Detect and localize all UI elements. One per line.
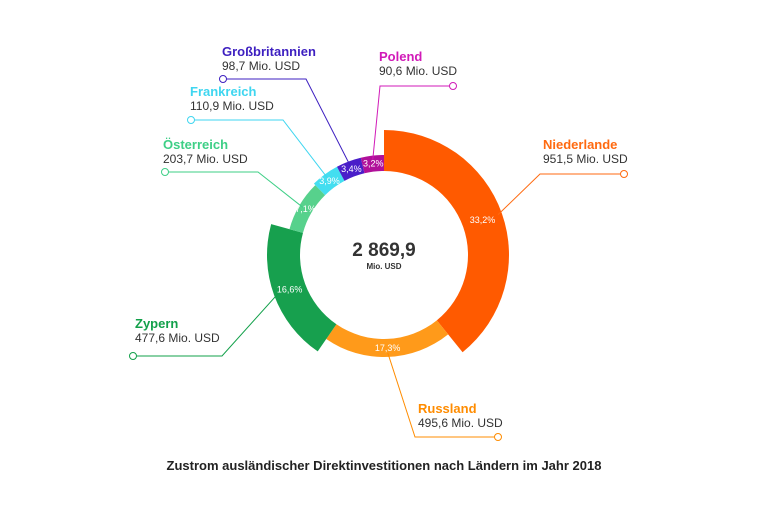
leader-dot-großbritannien <box>219 75 227 83</box>
country-value: 477,6 Mio. USD <box>135 330 220 345</box>
legend-label-frankreich: Frankreich 110,9 Mio. USD <box>190 84 274 114</box>
leader-line-österreich <box>165 171 304 208</box>
legend-label-polend: Polend 90,6 Mio. USD <box>379 49 458 79</box>
country-value: 951,5 Mio. USD <box>543 151 628 166</box>
country-name: Frankreich <box>190 84 257 99</box>
leader-line-großbritannien <box>223 78 351 166</box>
leader-line-russland <box>387 352 498 438</box>
slice-frankreich <box>313 166 345 196</box>
leader-line-polend <box>372 85 453 160</box>
pct-label-russland: 17,3% <box>375 343 401 353</box>
slice-niederlande <box>384 130 510 353</box>
country-name: Russland <box>418 401 477 416</box>
country-name: Großbritannien <box>222 44 316 59</box>
leader-dot-russland <box>494 433 502 441</box>
leader-dot-frankreich <box>187 116 195 124</box>
pct-label-zypern: 16,6% <box>277 285 303 295</box>
slice-polend <box>360 155 384 174</box>
country-name: Niederlande <box>543 137 618 152</box>
chart-title: Zustrom ausländischer Direktinvestitione… <box>166 458 602 473</box>
pct-label-polend: 3,2% <box>363 159 384 169</box>
country-name: Zypern <box>135 316 179 331</box>
country-name: Polend <box>379 49 423 64</box>
legend-label-russland: Russland 495,6 Mio. USD <box>418 401 503 431</box>
pct-label-großbritannien: 3,4% <box>341 164 362 174</box>
leader-dot-österreich <box>161 168 169 176</box>
leader-line-niederlande <box>497 173 624 216</box>
total-unit: Mio. USD <box>366 262 402 271</box>
leader-dot-zypern <box>129 352 137 360</box>
legend-label-großbritannien: Großbritannien 98,7 Mio. USD <box>222 44 316 74</box>
legend-label-zypern: Zypern 477,6 Mio. USD <box>135 316 220 346</box>
leader-dot-polend <box>449 82 457 90</box>
pct-label-österreich: 7,1% <box>295 204 316 214</box>
country-value: 98,7 Mio. USD <box>222 58 301 73</box>
slice-großbritannien <box>336 157 365 181</box>
country-value: 203,7 Mio. USD <box>163 151 248 166</box>
slice-österreich <box>289 185 326 233</box>
slice-zypern <box>266 224 337 352</box>
legend-label-niederlande: Niederlande 951,5 Mio. USD <box>543 137 628 167</box>
country-value: 90,6 Mio. USD <box>379 63 458 78</box>
country-value: 495,6 Mio. USD <box>418 415 503 430</box>
slice-russland <box>326 320 449 357</box>
pct-label-niederlande: 33,2% <box>470 215 496 225</box>
total-value: 2 869,9 <box>352 240 416 261</box>
leader-line-zypern <box>133 293 279 357</box>
leader-line-frankreich <box>191 119 328 178</box>
leader-dot-niederlande <box>620 170 628 178</box>
country-name: Österreich <box>163 137 229 152</box>
pct-label-frankreich: 3,9% <box>319 176 340 186</box>
legend-label-österreich: Österreich 203,7 Mio. USD <box>163 137 248 167</box>
country-value: 110,9 Mio. USD <box>190 98 274 113</box>
